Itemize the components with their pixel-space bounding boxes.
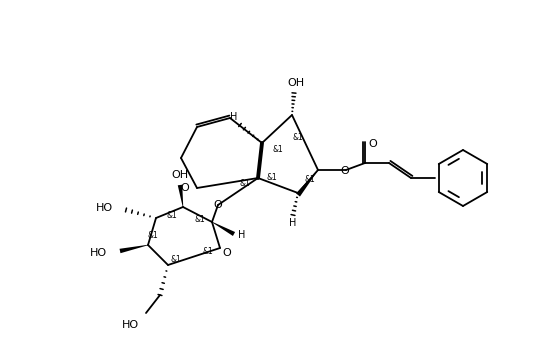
Text: &1: &1 <box>305 175 315 184</box>
Text: HO: HO <box>95 203 113 213</box>
Text: &1: &1 <box>273 146 284 154</box>
Polygon shape <box>120 245 148 253</box>
Text: &1: &1 <box>293 133 303 142</box>
Text: &1: &1 <box>195 216 205 224</box>
Text: &1: &1 <box>203 247 213 257</box>
Text: OH: OH <box>171 170 189 180</box>
Text: &1: &1 <box>240 178 251 188</box>
Text: O: O <box>213 200 223 210</box>
Text: HO: HO <box>89 248 107 258</box>
Text: H: H <box>289 218 296 228</box>
Text: O: O <box>181 183 189 193</box>
Text: &1: &1 <box>167 210 177 219</box>
Text: HO: HO <box>121 320 139 330</box>
Text: &1: &1 <box>148 231 158 240</box>
Text: H: H <box>230 112 238 122</box>
Polygon shape <box>212 222 235 236</box>
Polygon shape <box>178 185 183 207</box>
Polygon shape <box>296 170 318 197</box>
Text: O: O <box>369 139 377 149</box>
Text: &1: &1 <box>171 256 182 265</box>
Text: OH: OH <box>287 78 305 88</box>
Text: O: O <box>341 166 349 176</box>
Text: &1: &1 <box>267 174 278 182</box>
Text: H: H <box>238 230 246 240</box>
Text: O: O <box>223 248 231 258</box>
